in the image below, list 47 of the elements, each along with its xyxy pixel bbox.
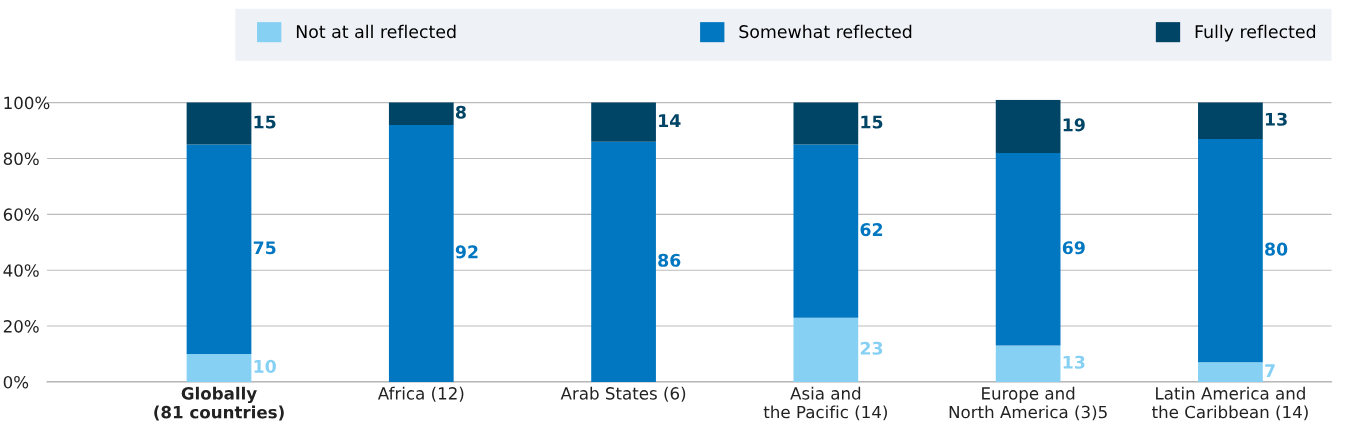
y-tick-label: 80% bbox=[3, 152, 39, 166]
bar bbox=[793, 144, 859, 318]
bar bbox=[591, 141, 656, 382]
x-tick-label: Arab States (6) bbox=[560, 386, 686, 402]
bar bbox=[186, 353, 252, 382]
y-tick-label: 100% bbox=[4, 96, 50, 110]
data-label: 10 bbox=[254, 359, 276, 373]
data-label: 86 bbox=[658, 253, 681, 267]
data-label: 62 bbox=[860, 223, 883, 237]
data-label: 7 bbox=[1265, 364, 1275, 377]
bar bbox=[1198, 362, 1263, 382]
x-tick-label: Europe and North America (3)5 bbox=[949, 386, 1107, 421]
x-tick-label: Latin America and the Caribbean (14) bbox=[1152, 386, 1308, 421]
bar bbox=[1198, 102, 1263, 139]
bar bbox=[591, 102, 656, 142]
bar bbox=[793, 102, 859, 145]
data-label: 13 bbox=[1063, 355, 1085, 369]
bar bbox=[186, 102, 252, 145]
data-label: 69 bbox=[1062, 241, 1085, 255]
legend-label: Fully reflected bbox=[1195, 24, 1316, 42]
data-label: 75 bbox=[253, 241, 276, 255]
y-tick-label: 20% bbox=[3, 320, 39, 333]
x-tick-label: Africa (12) bbox=[377, 386, 464, 402]
bar bbox=[186, 144, 252, 354]
data-label: 13 bbox=[1265, 112, 1287, 126]
y-tick-label: 0% bbox=[3, 375, 29, 389]
data-label: 15 bbox=[254, 115, 276, 129]
bar bbox=[995, 345, 1061, 382]
data-label: 14 bbox=[659, 114, 681, 127]
x-tick-label: Globally (81 countries) bbox=[154, 386, 284, 421]
bar bbox=[388, 102, 454, 125]
data-label: 8 bbox=[455, 105, 466, 119]
data-label: 15 bbox=[861, 115, 883, 129]
bar bbox=[793, 317, 859, 382]
data-label: 23 bbox=[860, 341, 883, 355]
x-tick-label: Asia and the Pacific (14) bbox=[763, 386, 887, 421]
data-label: 80 bbox=[1265, 242, 1288, 256]
legend-label: Not at all reflected bbox=[296, 24, 456, 39]
bar bbox=[388, 124, 454, 382]
legend-label: Somewhat reflected bbox=[739, 24, 912, 39]
bar bbox=[1198, 138, 1263, 363]
bar bbox=[995, 152, 1061, 346]
data-label: 19 bbox=[1063, 118, 1085, 132]
bar bbox=[995, 99, 1061, 153]
y-tick-label: 40% bbox=[3, 264, 39, 277]
y-tick-label: 60% bbox=[3, 208, 39, 221]
data-label: 92 bbox=[455, 245, 478, 259]
